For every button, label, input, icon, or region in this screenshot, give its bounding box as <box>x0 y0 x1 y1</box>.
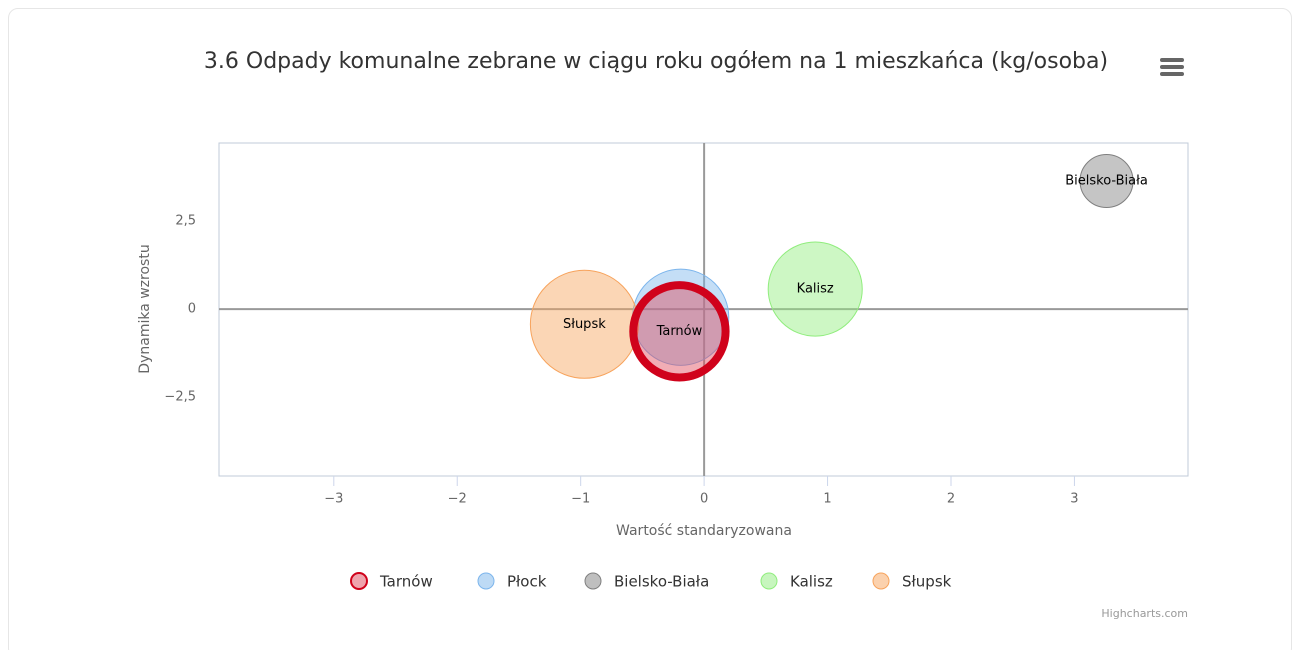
menu-bar[interactable] <box>1160 65 1184 69</box>
legend-symbol <box>872 572 890 590</box>
legend-item[interactable]: Tarnów <box>350 572 433 591</box>
bubble <box>767 241 863 337</box>
data-label: Tarnów <box>656 324 703 339</box>
legend-symbol <box>350 572 368 590</box>
legend-item[interactable]: Płock <box>477 572 547 591</box>
x-axis-title: Wartość standaryzowana <box>616 523 792 539</box>
legend-item[interactable]: Słupsk <box>872 572 952 591</box>
legend-symbol <box>760 572 778 590</box>
data-label: Słupsk <box>563 317 606 332</box>
y-tick-label: 0 <box>188 302 196 317</box>
legend-symbol <box>584 572 602 590</box>
x-tick-label: −1 <box>571 492 590 507</box>
credits: Highcharts.com <box>1101 607 1188 620</box>
legend-label: Tarnów <box>379 573 433 591</box>
menu-bar[interactable] <box>1160 58 1184 62</box>
x-tick-label: −3 <box>324 492 343 507</box>
menu-bar[interactable] <box>1160 72 1184 76</box>
y-tick-label: −2,5 <box>164 390 196 405</box>
legend-label: Płock <box>507 573 547 591</box>
x-tick-label: 3 <box>1070 492 1078 507</box>
y-axis-title: Dynamika wzrostu <box>137 244 153 373</box>
data-label: Kalisz <box>797 282 834 297</box>
legend-item[interactable]: Kalisz <box>760 572 833 591</box>
x-tick-label: 0 <box>700 492 708 507</box>
card <box>8 8 1292 650</box>
x-tick-label: 2 <box>947 492 955 507</box>
menu-button[interactable] <box>1160 58 1184 76</box>
x-tick-label: 1 <box>823 492 831 507</box>
bubble <box>629 281 730 382</box>
legend-label: Bielsko-Biała <box>614 573 709 591</box>
legend-label: Kalisz <box>790 573 833 591</box>
x-tick-label: −2 <box>448 492 467 507</box>
legend-symbol <box>477 572 495 590</box>
data-label: Bielsko-Biała <box>1065 174 1148 189</box>
y-tick-label: 2,5 <box>175 214 196 229</box>
legend-label: Słupsk <box>902 573 952 591</box>
legend-item[interactable]: Bielsko-Biała <box>584 572 709 591</box>
chart-title: 3.6 Odpady komunalne zebrane w ciągu rok… <box>203 49 1109 74</box>
bubble <box>529 269 639 379</box>
bubble <box>1079 153 1134 209</box>
